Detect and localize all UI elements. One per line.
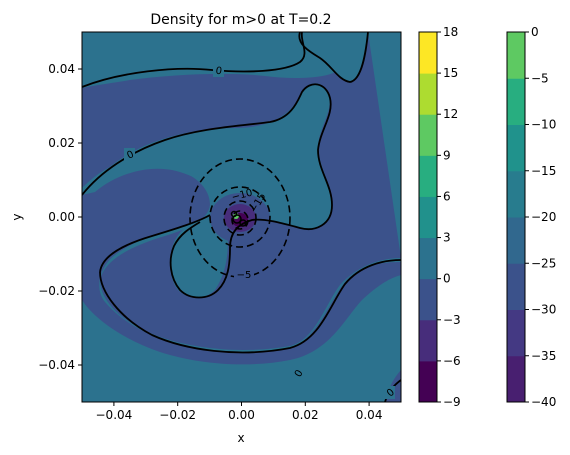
colorbar-segment	[507, 124, 525, 172]
x-tick-label: 0.02	[292, 408, 319, 422]
region-upper-band	[82, 32, 338, 88]
colorbar-segment	[419, 319, 437, 362]
colorbar-frame	[418, 31, 438, 403]
colorbar-tick-label: −25	[531, 256, 556, 270]
y-tick-label: 0.00	[48, 210, 75, 224]
contour-neg5	[189, 158, 291, 278]
colorbar-tick-label: −5	[531, 71, 549, 85]
colorbar-segment	[419, 237, 437, 280]
y-tick-label: 0.02	[48, 136, 75, 150]
contour-neg20	[231, 210, 249, 230]
contour-label-3: 0	[293, 368, 306, 379]
x-tick-label: −0.02	[159, 408, 196, 422]
colorbar-2: −40 −35 −30 −25 −20 −15 −10 −5 0	[506, 25, 556, 409]
y-axis-label: y	[10, 213, 24, 220]
y-tick-label: −0.02	[38, 284, 75, 298]
center-cluster	[230, 210, 247, 227]
contour-neg10	[209, 186, 271, 248]
colorbar-tick-label: 15	[443, 66, 458, 80]
center-ring-c	[230, 210, 238, 218]
contour-neg15	[223, 200, 257, 236]
x-tick-label: −0.04	[96, 408, 133, 422]
contour-zero-top-right	[298, 32, 369, 83]
colorbar-tick-label: 0	[531, 25, 539, 39]
colorbar-segment	[419, 32, 437, 74]
colorbar-segment	[419, 196, 437, 239]
colorbar-segment	[507, 32, 525, 79]
colorbar-tick-label: −35	[531, 349, 556, 363]
colorbar-segment	[419, 155, 437, 197]
colorbar-tick-label: −9	[443, 395, 461, 409]
colorbar-tick-label: 3	[443, 231, 451, 245]
y-axis: −0.04 −0.02 0.00 0.02 0.04	[38, 62, 82, 372]
colorbar-tick-label: −15	[531, 164, 556, 178]
chart-title: Density for m>0 at T=0.2	[150, 12, 331, 28]
contour-label-6: −10	[231, 187, 254, 203]
region-bottom	[82, 275, 401, 402]
contour-zero-lower	[99, 214, 211, 273]
contour-label-4: 0	[385, 387, 397, 400]
colorbar-tick-label: 18	[443, 25, 458, 39]
contour-label-2: 0	[125, 149, 135, 162]
x-tick-label: 0.00	[228, 408, 255, 422]
contour-zero-bottom	[99, 259, 401, 354]
contour-zero-loop	[82, 83, 333, 299]
colorbar-tick-label: −20	[531, 210, 556, 224]
negative-contours	[189, 158, 291, 278]
y-tick-label: 0.04	[48, 62, 75, 76]
contour-label-1: 0	[215, 66, 223, 78]
colorbar-tick-label: 9	[443, 148, 451, 162]
y-tick-label: −0.04	[38, 358, 75, 372]
colorbar-tick-label: −40	[531, 395, 556, 409]
colorbar-tick-label: 12	[443, 107, 458, 121]
x-tick-label: 0.04	[356, 408, 383, 422]
colorbar-segment	[419, 73, 437, 115]
colorbar-tick-label: 6	[443, 189, 451, 203]
colorbar-segment	[419, 360, 437, 403]
colorbar-segment	[507, 170, 525, 218]
plot-area: 0 0 0 0 −5 −10 −15	[82, 32, 401, 402]
x-axis: −0.04 −0.02 0.00 0.02 0.04	[96, 402, 383, 422]
contour-labels: 0 0 0 0 −5 −10 −15	[124, 64, 397, 399]
colorbar-segment	[419, 278, 437, 321]
colorbar-segment	[507, 78, 525, 125]
contour-label-5: −5	[237, 270, 252, 281]
zero-contours	[82, 32, 401, 402]
colorbar-segment	[507, 309, 525, 357]
colorbar-segment	[507, 217, 525, 264]
center-ring-b	[239, 219, 247, 227]
colorbar-tick-label: −30	[531, 303, 556, 317]
colorbar-tick-label: −10	[531, 118, 556, 132]
colorbar-segment	[507, 263, 525, 310]
colorbar-tick-label: −6	[443, 354, 461, 368]
x-axis-label: x	[237, 431, 244, 445]
region-mid-loop	[82, 83, 333, 298]
colorbar-segment	[419, 114, 437, 156]
colorbar-tick-label: 0	[443, 272, 451, 286]
contour-zero-top	[82, 32, 306, 88]
colorbar-1: −9 −6 −3 0 3 6 9 12 15 18	[418, 25, 461, 409]
colorbar-tick-label: −3	[443, 313, 461, 327]
colorbar-segment	[507, 355, 525, 403]
